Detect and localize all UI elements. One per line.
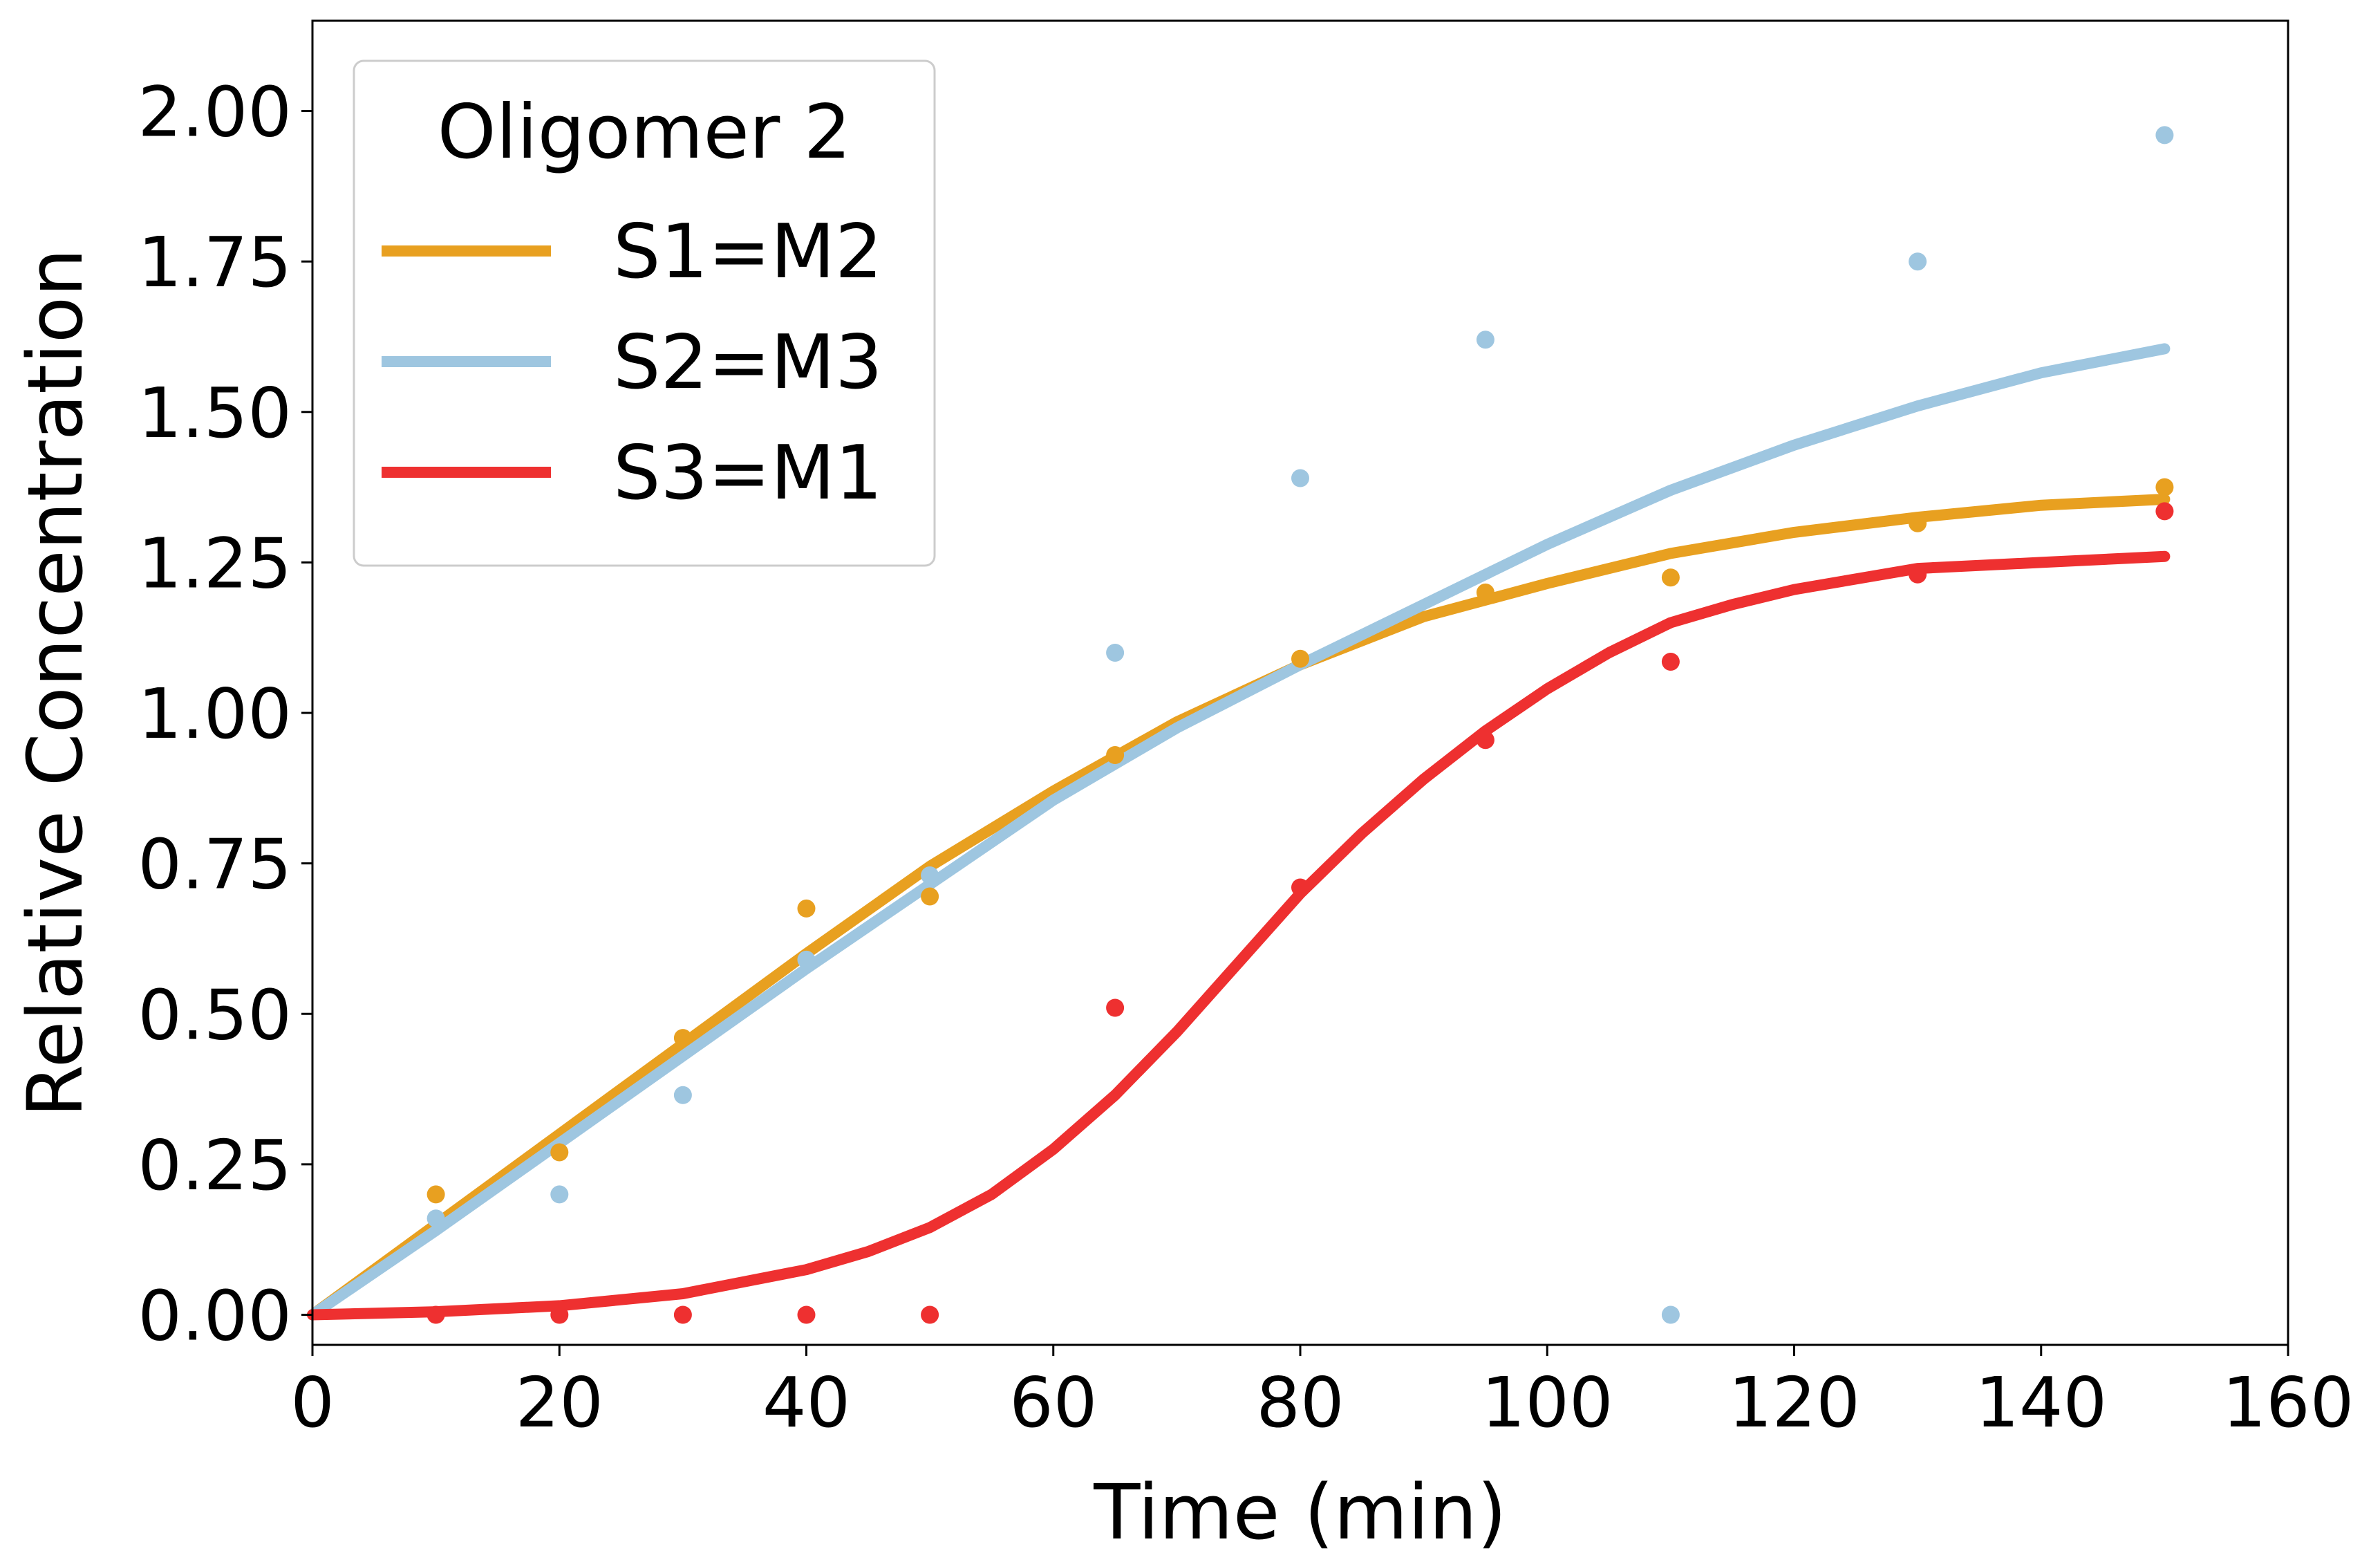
- data-point-series-1: [1476, 583, 1494, 602]
- x-tick-label: 160: [2222, 1362, 2354, 1443]
- data-point-series-2: [1909, 252, 1927, 271]
- y-tick-label: 0.50: [138, 974, 292, 1055]
- x-tick-label: 120: [1728, 1362, 1860, 1443]
- x-axis-title: Time (min): [1093, 1468, 1506, 1553]
- fit-line-series-2: [307, 343, 2171, 1321]
- data-point-series-3: [797, 1305, 816, 1324]
- data-point-series-1: [1661, 568, 1680, 587]
- data-point-series-1: [427, 1185, 445, 1204]
- data-point-series-1: [797, 899, 816, 918]
- legend-label-2: S2=M3: [613, 319, 883, 406]
- y-tick-label: 0.00: [138, 1275, 292, 1356]
- data-point-series-2: [797, 950, 816, 969]
- legend-label-3: S3=M1: [613, 430, 883, 517]
- y-tick-label: 1.75: [138, 222, 292, 303]
- data-point-series-3: [921, 1305, 939, 1324]
- data-point-series-1: [673, 1029, 692, 1048]
- x-tick-label: 40: [762, 1362, 850, 1443]
- data-point-series-2: [427, 1209, 445, 1228]
- data-point-series-2: [1476, 331, 1494, 349]
- data-point-series-1: [1291, 649, 1309, 668]
- data-point-series-3: [1106, 998, 1125, 1017]
- x-tick-label: 140: [1975, 1362, 2107, 1443]
- legend-label-1: S1=M2: [613, 209, 883, 295]
- fit-curves: [307, 343, 2171, 1321]
- y-tick-label: 1.25: [138, 523, 292, 604]
- x-axis-ticks: 0 20 40 60 80 100 120 140 160: [290, 1345, 2354, 1443]
- y-axis-ticks: 0.00 0.25 0.50 0.75 1.00 1.25 1.50 1.75 2.00: [138, 72, 312, 1356]
- x-tick-label: 20: [516, 1362, 603, 1443]
- data-point-series-1: [1106, 746, 1125, 764]
- x-tick-label: 100: [1481, 1362, 1613, 1443]
- legend-title: Oligomer 2: [438, 89, 852, 176]
- legend-box: [353, 59, 936, 567]
- fit-line-series-3: [307, 550, 2171, 1321]
- data-point-series-3: [1476, 731, 1494, 750]
- y-tick-label: 2.00: [138, 72, 292, 153]
- data-point-series-3: [1661, 653, 1680, 671]
- data-point-series-2: [2155, 126, 2174, 145]
- y-axis-title: Relative Concentration: [11, 248, 100, 1117]
- data-point-series-2: [1291, 469, 1309, 487]
- x-tick-label: 80: [1256, 1362, 1344, 1443]
- y-tick-label: 0.75: [138, 824, 292, 905]
- data-point-series-3: [1291, 878, 1309, 897]
- x-tick-label: 60: [1009, 1362, 1097, 1443]
- y-tick-label: 0.25: [138, 1125, 292, 1206]
- legend: Oligomer 2 S1=M2 S2=M3 S3=M1: [353, 59, 936, 567]
- data-point-series-1: [2155, 478, 2174, 496]
- data-point-series-2: [921, 866, 939, 884]
- data-point-series-3: [673, 1305, 692, 1324]
- data-point-series-3: [550, 1305, 569, 1324]
- data-point-series-3: [427, 1305, 445, 1324]
- x-tick-label: 0: [290, 1362, 335, 1443]
- data-point-series-3: [2155, 502, 2174, 521]
- data-point-series-2: [550, 1185, 569, 1204]
- legend-entries: S1=M2 S2=M3 S3=M1: [382, 209, 883, 517]
- data-point-series-2: [1661, 1305, 1680, 1324]
- data-point-series-2: [1106, 644, 1125, 662]
- data-point-series-1: [921, 887, 939, 906]
- data-point-series-3: [1909, 565, 1927, 584]
- data-point-series-1: [550, 1143, 569, 1162]
- y-tick-label: 1.00: [138, 673, 292, 754]
- y-tick-label: 1.50: [138, 373, 292, 454]
- data-point-series-2: [673, 1086, 692, 1104]
- data-point-series-1: [1909, 514, 1927, 532]
- data-points: [427, 126, 2174, 1324]
